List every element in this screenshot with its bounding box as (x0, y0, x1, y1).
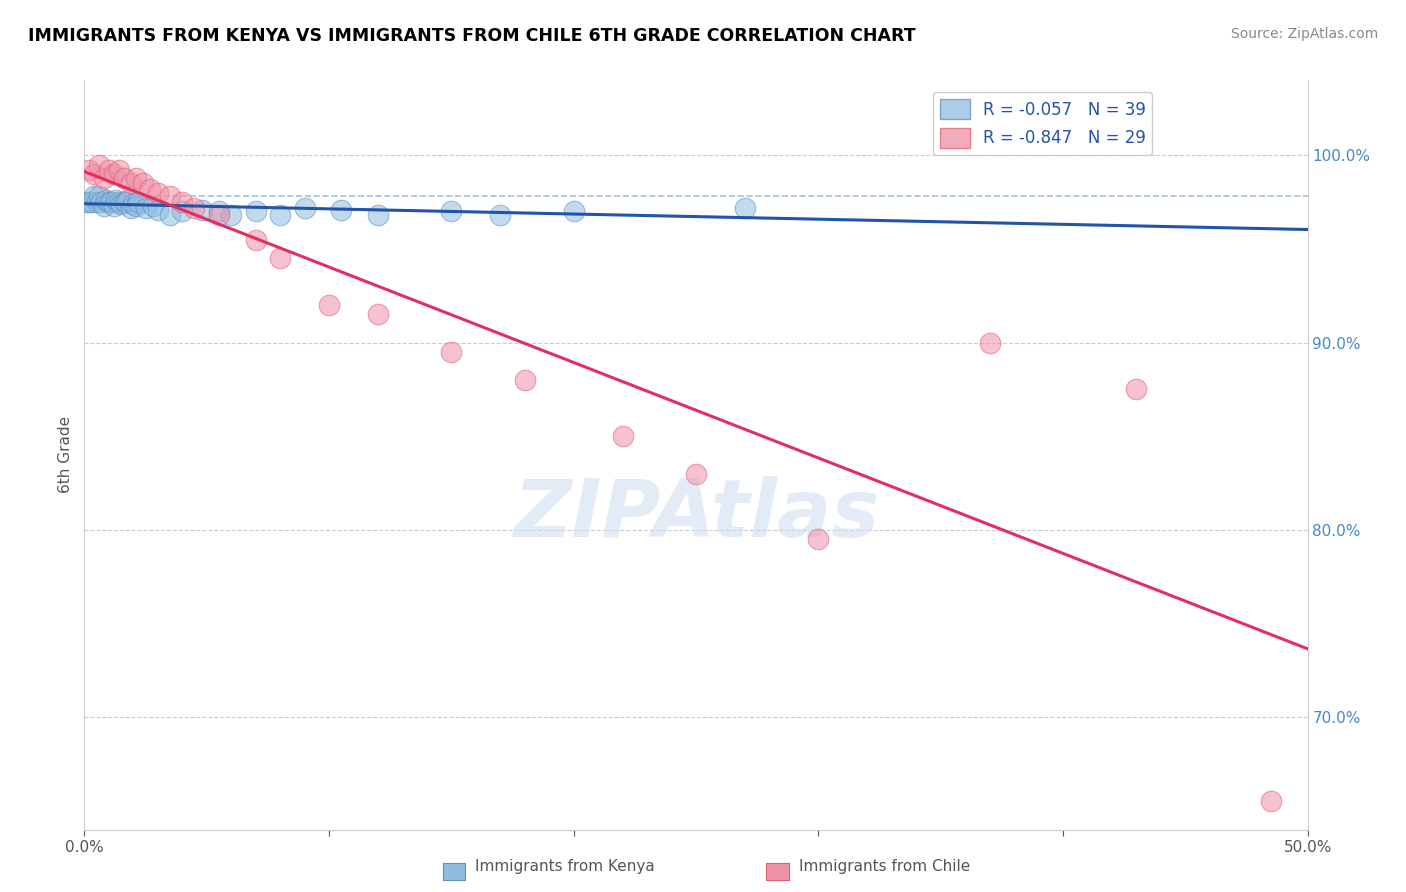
Point (294, 201, 316, 215)
Point (80, 194, 103, 209)
Point (87, 189, 110, 203)
Point (112, 194, 135, 209)
Point (318, 298, 340, 312)
Point (440, 204, 463, 219)
Point (183, 201, 205, 215)
Point (100, 194, 122, 209)
Point (269, 208, 291, 222)
Point (117, 193, 139, 207)
Point (86, 194, 108, 209)
Point (208, 208, 231, 222)
Point (127, 194, 149, 209)
Point (807, 532, 830, 546)
Point (979, 335, 1001, 350)
Point (146, 202, 169, 217)
Point (105, 193, 128, 207)
Point (103, 167, 125, 181)
Point (489, 208, 512, 222)
Point (122, 197, 145, 211)
Point (90, 194, 112, 209)
Point (245, 232, 267, 246)
Point (367, 307, 389, 321)
Point (734, 201, 756, 215)
Point (132, 176, 155, 190)
Text: ZIPAtlas: ZIPAtlas (513, 475, 879, 554)
Point (110, 197, 132, 211)
Point (208, 204, 231, 219)
Point (440, 344, 463, 359)
Point (146, 186, 169, 200)
Text: Immigrants from Chile: Immigrants from Chile (799, 860, 970, 874)
Point (83, 189, 105, 203)
Point (1260, 794, 1282, 808)
Point (97, 163, 120, 178)
Point (191, 202, 214, 217)
Point (172, 204, 194, 219)
Point (172, 194, 194, 209)
Y-axis label: 6th Grade: 6th Grade (58, 417, 73, 493)
Point (245, 204, 267, 219)
Point (159, 189, 181, 203)
Point (1125, 382, 1147, 396)
Point (125, 170, 148, 185)
Point (269, 252, 291, 266)
Point (103, 199, 125, 213)
Point (685, 467, 707, 481)
Point (159, 208, 181, 222)
Point (142, 199, 165, 213)
Point (115, 194, 138, 209)
Point (219, 208, 242, 222)
Point (513, 373, 536, 387)
Point (120, 176, 142, 190)
Point (367, 208, 389, 222)
Point (139, 182, 162, 196)
Point (83, 167, 105, 181)
Point (562, 204, 585, 219)
Point (93, 199, 115, 213)
Point (135, 201, 157, 215)
Point (87, 157, 110, 171)
Point (96, 193, 118, 207)
Point (107, 194, 129, 209)
Point (77, 163, 100, 178)
Text: IMMIGRANTS FROM KENYA VS IMMIGRANTS FROM CHILE 6TH GRADE CORRELATION CHART: IMMIGRANTS FROM KENYA VS IMMIGRANTS FROM… (28, 27, 915, 45)
Text: Source: ZipAtlas.com: Source: ZipAtlas.com (1230, 27, 1378, 41)
Point (107, 163, 129, 178)
Point (77, 194, 100, 209)
Point (120, 201, 142, 215)
Point (76, 194, 98, 209)
Point (112, 170, 135, 185)
Point (125, 199, 148, 213)
Point (612, 429, 634, 443)
Point (93, 170, 115, 185)
Legend: R = -0.057   N = 39, R = -0.847   N = 29: R = -0.057 N = 39, R = -0.847 N = 29 (934, 93, 1153, 154)
Point (330, 202, 353, 217)
Text: Immigrants from Kenya: Immigrants from Kenya (475, 860, 655, 874)
Point (97, 194, 120, 209)
